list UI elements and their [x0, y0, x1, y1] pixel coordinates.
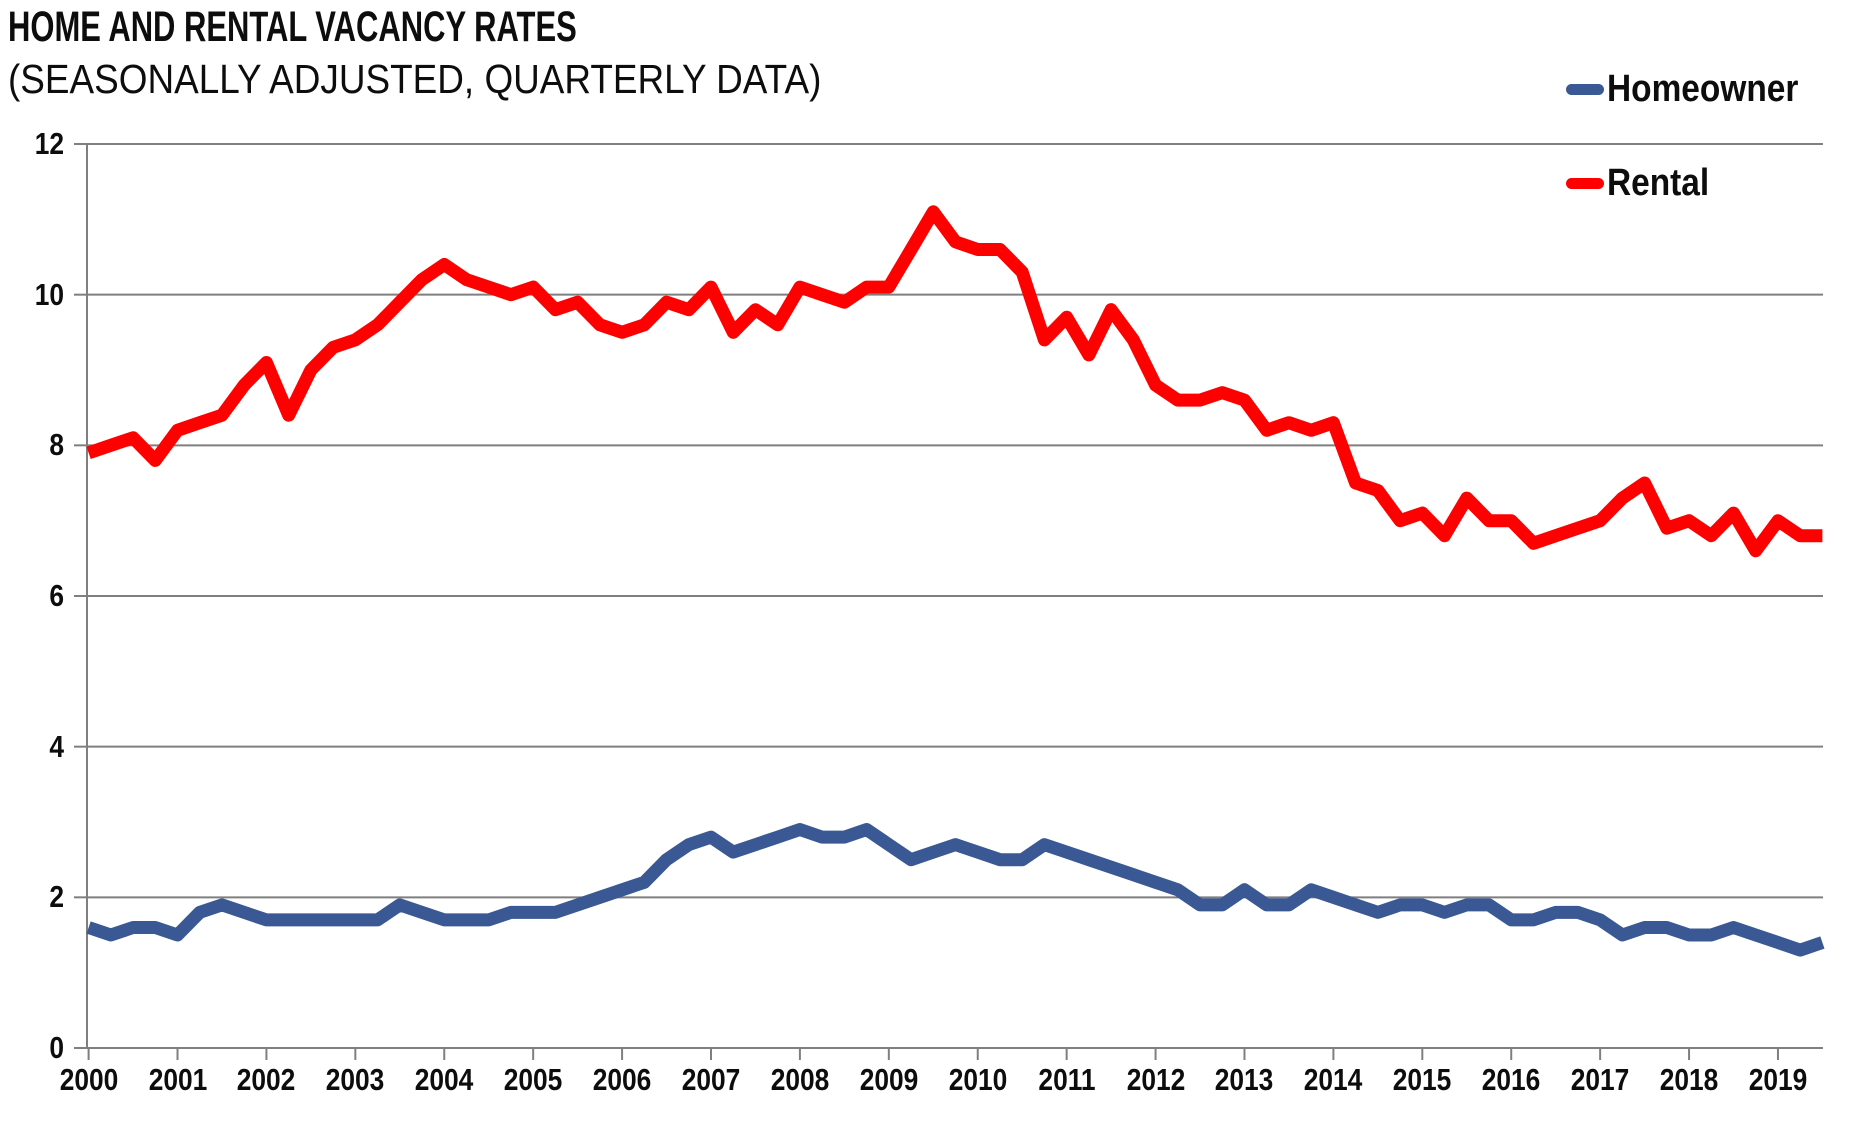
x-axis-label-2013: 2013	[1215, 1062, 1274, 1097]
x-axis-label-2016: 2016	[1481, 1062, 1541, 1097]
x-axis-label-2009: 2009	[859, 1062, 919, 1097]
x-axis-label-2011: 2011	[1038, 1062, 1096, 1097]
x-axis-label-2015: 2015	[1392, 1062, 1452, 1097]
series-line-homeowner	[86, 823, 1825, 957]
y-axis-label-10: 10	[34, 276, 64, 312]
y-axis-label-12: 12	[34, 125, 64, 161]
x-axis-label-2012: 2012	[1126, 1062, 1185, 1097]
series-line-rental	[86, 205, 1823, 558]
x-axis-label-2018: 2018	[1659, 1062, 1719, 1097]
x-axis-label-2002: 2002	[237, 1062, 296, 1097]
legend-item-rental: Rental	[1566, 160, 1723, 206]
legend-item-homeowner: Homeowner	[1566, 66, 1824, 112]
chart-title: HOME AND RENTAL VACANCY RATES	[8, 3, 577, 51]
x-axis-label-2005: 2005	[503, 1062, 563, 1097]
x-axis-label-2010: 2010	[948, 1062, 1008, 1097]
x-axis-label-2001: 2001	[148, 1062, 207, 1097]
x-axis-label-2006: 2006	[592, 1062, 652, 1097]
y-axis-label-2: 2	[49, 879, 64, 915]
chart-subtitle: (SEASONALLY ADJUSTED, QUARTERLY DATA)	[8, 56, 822, 102]
rental-line-swatch	[1566, 177, 1604, 189]
x-axis-label-2014: 2014	[1304, 1062, 1363, 1097]
x-axis-label-2000: 2000	[59, 1062, 118, 1097]
legend-label-homeowner: Homeowner	[1607, 68, 1799, 110]
x-axis-label-2003: 2003	[326, 1062, 385, 1097]
x-axis-label-2017: 2017	[1570, 1062, 1630, 1097]
y-axis-label-8: 8	[49, 427, 64, 463]
homeowner-line-swatch	[1566, 83, 1604, 95]
x-axis-label-2019: 2019	[1748, 1062, 1808, 1097]
y-axis-label-6: 6	[49, 577, 64, 613]
x-axis-label-2004: 2004	[414, 1062, 474, 1097]
legend-label-rental: Rental	[1607, 162, 1710, 204]
y-axis-label-4: 4	[49, 728, 64, 764]
x-axis-label-2007: 2007	[681, 1062, 741, 1097]
x-axis-label-2008: 2008	[770, 1062, 830, 1097]
y-axis-label-0: 0	[49, 1029, 64, 1065]
